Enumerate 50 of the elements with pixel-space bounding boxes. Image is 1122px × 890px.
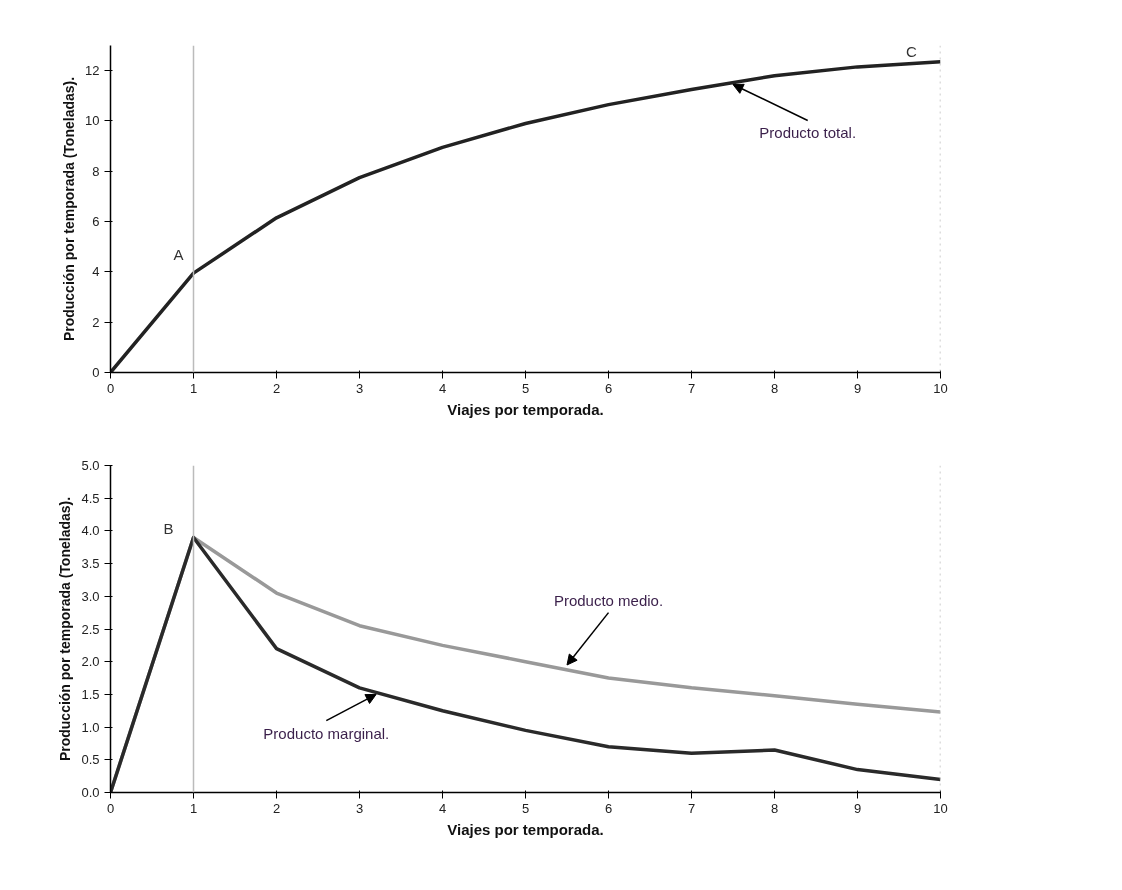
x-tick-label: 3 [355, 800, 364, 816]
x-tick-label: 9 [853, 800, 862, 816]
y-tick-label: 8 [92, 163, 100, 179]
x-tick-label: 10 [933, 380, 948, 396]
x-tick-label: 1 [189, 800, 198, 816]
x-tick-label: 7 [687, 800, 696, 816]
y-tick-label: 0.0 [81, 785, 100, 800]
y-tick-label: 4 [92, 264, 100, 280]
y-tick-label: 6 [92, 214, 100, 230]
x-tick-label: 0 [106, 380, 115, 396]
x-tick-label: 4 [438, 380, 447, 396]
y-tick-label: 3.0 [81, 588, 100, 604]
y-tick-label: 4.0 [81, 523, 100, 539]
annotation: B [163, 520, 174, 538]
y-tick-label: 2.5 [81, 621, 100, 637]
y-tick-label: 1.0 [81, 719, 100, 735]
x-tick-label: 0 [106, 800, 115, 816]
x-tick-label: 6 [604, 380, 613, 396]
y-axis-title: Producción por temporada (Toneladas). [61, 76, 78, 342]
y-tick-label: 0.5 [81, 752, 100, 768]
x-tick-label: 5 [521, 800, 530, 816]
annotation: A [173, 246, 184, 264]
x-tick-label: 6 [604, 800, 613, 816]
x-tick-label: 1 [189, 380, 198, 396]
annotation: Producto marginal. [263, 724, 390, 742]
x-tick-label: 3 [355, 380, 364, 396]
x-tick-label: 8 [770, 380, 779, 396]
x-tick-label: 2 [272, 380, 281, 396]
x-tick-label: 7 [687, 380, 696, 396]
y-tick-label: 5.0 [81, 458, 100, 473]
y-tick-label: 2 [92, 314, 100, 330]
x-tick-label: 8 [770, 800, 779, 816]
y-tick-label: 12 [85, 63, 100, 79]
y-tick-label: 10 [85, 113, 100, 129]
x-axis-title: Viajes por temporada. [447, 400, 604, 418]
annotation: C [906, 42, 918, 60]
annotation: Producto total. [759, 124, 857, 142]
y-tick-label: 0 [92, 365, 100, 380]
x-tick-label: 2 [272, 800, 281, 816]
x-tick-label: 5 [521, 380, 530, 396]
y-tick-label: 3.5 [81, 556, 100, 572]
x-axis-title: Viajes por temporada. [447, 820, 604, 838]
x-tick-label: 9 [853, 380, 862, 396]
y-axis-title: Producción por temporada (Toneladas). [57, 496, 74, 762]
y-tick-label: 4.5 [81, 490, 100, 506]
y-tick-label: 2.0 [81, 654, 100, 670]
x-tick-label: 4 [438, 800, 447, 816]
y-tick-label: 1.5 [81, 686, 100, 702]
annotation: Producto medio. [553, 591, 664, 609]
x-tick-label: 10 [933, 800, 948, 816]
